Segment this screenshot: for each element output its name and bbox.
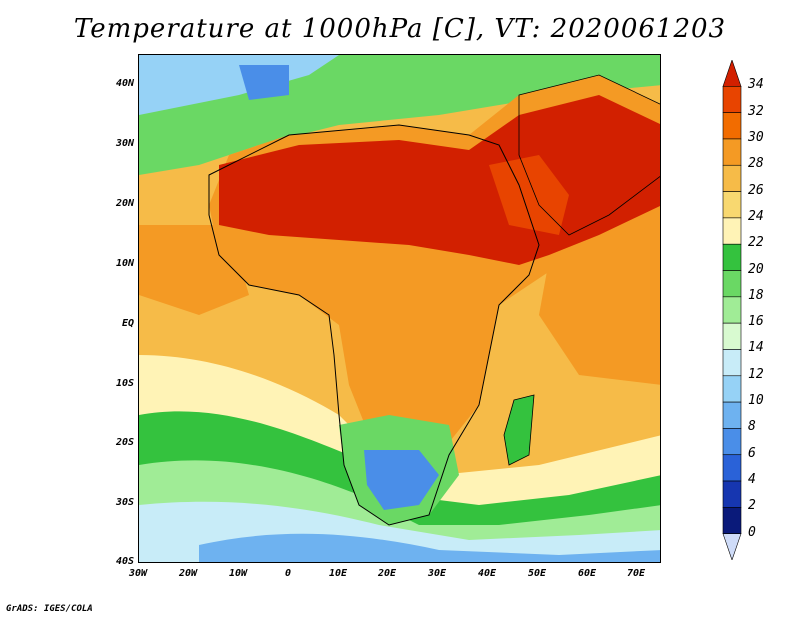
- colorbar-cell: [722, 138, 742, 166]
- colorbar-cell: [722, 164, 742, 192]
- arabia-outline: [518, 74, 660, 236]
- colorbar-cell: [722, 322, 742, 350]
- colorbar: [722, 60, 742, 560]
- lon-label: 20E: [377, 568, 397, 579]
- lat-label: 10N: [115, 258, 134, 269]
- colorbar-label: 30: [748, 129, 764, 145]
- lon-label: 10W: [228, 568, 248, 579]
- colorbar-bottom-triangle: [722, 533, 742, 560]
- lon-label: 50E: [527, 568, 547, 579]
- colorbar-label: 22: [748, 235, 764, 251]
- lat-label: 20N: [115, 198, 134, 209]
- lat-label: EQ: [121, 318, 134, 329]
- footer-credit: GrADS: IGES/COLA: [6, 604, 93, 614]
- colorbar-cell: [722, 375, 742, 403]
- temperature-map: [138, 54, 661, 563]
- lat-label: 40N: [115, 78, 134, 89]
- colorbar-cell: [722, 86, 742, 113]
- colorbar-top-triangle: [722, 60, 742, 87]
- colorbar-cell: [722, 270, 742, 298]
- colorbar-label: 6: [748, 445, 756, 461]
- colorbar-label: 8: [748, 419, 756, 435]
- colorbar-label: 26: [748, 182, 764, 198]
- map-title: Temperature at 1000hPa [C], VT: 20200612…: [73, 14, 727, 44]
- colorbar-cell: [722, 112, 742, 140]
- lat-label: 20S: [115, 437, 134, 448]
- colorbar-label: 0: [748, 524, 756, 540]
- colorbar-label: 20: [748, 261, 764, 277]
- colorbar-cell: [722, 507, 742, 534]
- lon-label: 30W: [128, 568, 148, 579]
- lon-label: 70E: [626, 568, 646, 579]
- iberia-cool: [239, 65, 289, 100]
- lon-label: 30E: [427, 568, 447, 579]
- colorbar-label: 28: [748, 156, 764, 172]
- colorbar-cell: [722, 217, 742, 245]
- lon-label: 60E: [577, 568, 597, 579]
- colorbar-label: 16: [748, 314, 764, 330]
- colorbar-cell: [722, 296, 742, 324]
- colorbar-cell: [722, 401, 742, 429]
- colorbar-label: 12: [748, 366, 764, 382]
- colorbar-cell: [722, 191, 742, 219]
- south-africa-cool: [364, 450, 439, 510]
- madagascar: [503, 394, 535, 466]
- colorbar-cell: [722, 243, 742, 271]
- colorbar-label: 24: [748, 208, 764, 224]
- colorbar-label: 2: [748, 498, 756, 514]
- lon-label: 20W: [178, 568, 198, 579]
- map-canvas: [139, 55, 660, 562]
- colorbar-label: 4: [748, 472, 756, 488]
- lat-label: 40S: [115, 556, 134, 567]
- lat-label: 30S: [115, 497, 134, 508]
- colorbar-cell: [722, 349, 742, 377]
- colorbar-cell: [722, 454, 742, 482]
- africa-coastline: [208, 124, 540, 526]
- lon-label: 0: [284, 568, 292, 579]
- colorbar-label: 10: [748, 393, 764, 409]
- lon-label: 10E: [328, 568, 348, 579]
- colorbar-label: 14: [748, 340, 764, 356]
- lat-label: 10S: [115, 378, 134, 389]
- colorbar-cell: [722, 480, 742, 508]
- colorbar-label: 18: [748, 287, 764, 303]
- colorbar-label: 32: [748, 103, 764, 119]
- colorbar-cell: [722, 428, 742, 456]
- lon-label: 40E: [477, 568, 497, 579]
- zone-10: [199, 533, 660, 562]
- lat-label: 30N: [115, 138, 134, 149]
- colorbar-label: 34: [748, 77, 764, 93]
